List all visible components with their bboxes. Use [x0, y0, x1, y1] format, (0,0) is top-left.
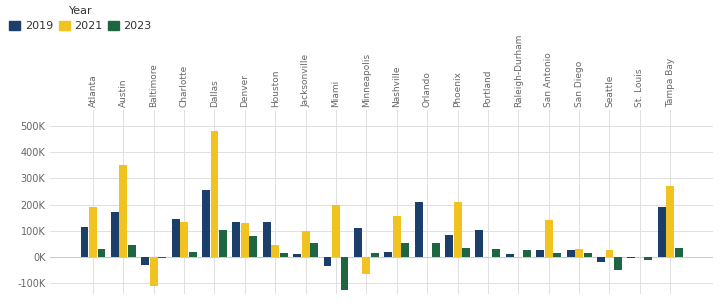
Bar — [233, 222, 240, 257]
Bar — [666, 186, 674, 257]
Bar — [310, 243, 318, 257]
Bar — [241, 223, 249, 257]
Bar — [141, 257, 149, 265]
Bar — [263, 222, 271, 257]
Bar — [171, 219, 179, 257]
Bar — [523, 251, 531, 257]
Bar — [128, 245, 136, 257]
Bar — [575, 249, 583, 257]
Bar — [432, 243, 440, 257]
Bar — [536, 251, 544, 257]
Bar — [675, 248, 683, 257]
Bar — [553, 253, 561, 257]
Bar — [492, 249, 500, 257]
Bar — [545, 220, 553, 257]
Bar — [210, 131, 218, 257]
Bar — [249, 236, 257, 257]
Bar — [475, 230, 483, 257]
Bar — [332, 205, 340, 257]
Bar — [445, 235, 453, 257]
Bar — [462, 248, 470, 257]
Bar — [415, 202, 423, 257]
Bar — [584, 253, 592, 257]
Bar — [189, 252, 197, 257]
Bar — [506, 254, 514, 257]
Bar — [606, 251, 613, 257]
Bar — [150, 257, 158, 286]
Bar — [384, 252, 392, 257]
Bar — [401, 243, 409, 257]
Bar — [97, 249, 105, 257]
Bar — [302, 231, 310, 257]
Legend: 2019, 2021, 2023: 2019, 2021, 2023 — [9, 6, 152, 31]
Bar — [567, 251, 575, 257]
Bar — [120, 165, 127, 257]
Bar — [614, 257, 622, 270]
Bar — [180, 222, 188, 257]
Bar — [341, 257, 348, 290]
Bar — [323, 257, 331, 266]
Bar — [597, 257, 605, 262]
Bar — [354, 228, 362, 257]
Bar — [393, 216, 401, 257]
Bar — [81, 227, 89, 257]
Bar — [454, 202, 462, 257]
Bar — [111, 212, 119, 257]
Bar — [271, 245, 279, 257]
Bar — [89, 207, 97, 257]
Bar — [658, 207, 666, 257]
Bar — [219, 230, 227, 257]
Bar — [627, 257, 635, 258]
Bar — [293, 254, 301, 257]
Bar — [158, 257, 166, 258]
Bar — [644, 257, 652, 260]
Bar — [362, 257, 370, 274]
Bar — [202, 190, 210, 257]
Bar — [280, 253, 288, 257]
Bar — [371, 253, 379, 257]
